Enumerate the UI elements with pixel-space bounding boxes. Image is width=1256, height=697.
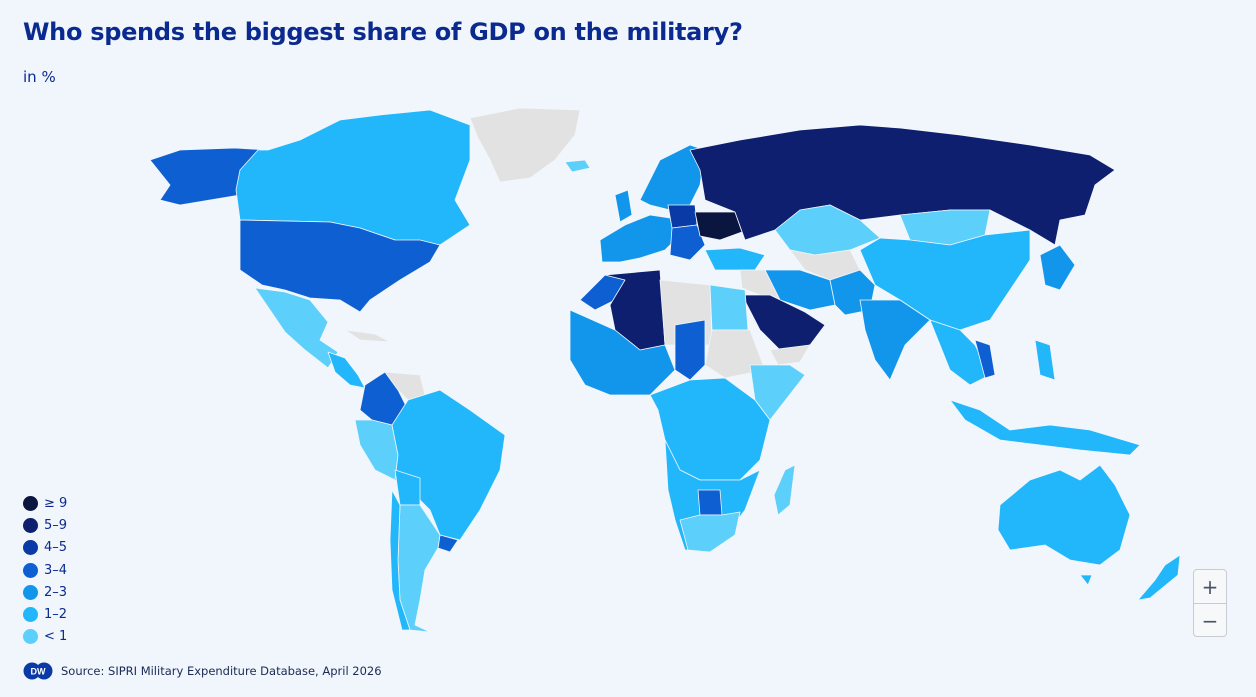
chart-subtitle: in %	[23, 68, 56, 86]
region-west-africa[interactable]	[569, 309, 676, 396]
legend-label: 3–4	[44, 562, 68, 578]
region-ukraine[interactable]	[694, 211, 743, 241]
legend-item: 3–4	[23, 559, 67, 581]
legend-item: 5–9	[23, 514, 67, 536]
legend-swatch	[23, 629, 38, 645]
region-korea-japan[interactable]	[1039, 244, 1076, 291]
legend-swatch	[23, 584, 38, 600]
legend-swatch	[23, 540, 38, 556]
legend-label: 1–2	[44, 607, 68, 623]
region-new-zealand[interactable]	[1137, 554, 1181, 601]
region-indonesia[interactable]	[949, 399, 1141, 456]
region-horn[interactable]	[749, 364, 806, 421]
region-central-america[interactable]	[327, 351, 366, 389]
legend: ≥ 9 5–9 4–5 3–4 2–3 1–2 < 1	[23, 492, 67, 648]
region-poland[interactable]	[667, 204, 698, 229]
source-line: DW Source: SIPRI Military Expenditure Da…	[23, 662, 382, 680]
region-chile[interactable]	[389, 489, 411, 631]
region-iceland[interactable]	[564, 159, 591, 173]
region-yemen[interactable]	[769, 344, 811, 366]
region-uk[interactable]	[614, 189, 633, 223]
legend-swatch	[23, 517, 38, 533]
region-philippines[interactable]	[1034, 339, 1056, 381]
region-india[interactable]	[859, 299, 931, 381]
region-peru[interactable]	[354, 419, 399, 481]
legend-swatch	[23, 607, 38, 623]
legend-swatch	[23, 495, 38, 511]
region-central-africa[interactable]	[649, 377, 771, 481]
legend-label: 5–9	[44, 517, 68, 533]
legend-label: 4–5	[44, 540, 68, 556]
region-saudi-arabia[interactable]	[741, 294, 826, 351]
zoom-in-button[interactable]: +	[1201, 574, 1219, 599]
legend-item: 1–2	[23, 603, 67, 625]
legend-label: ≥ 9	[44, 495, 68, 511]
zoom-out-button[interactable]: −	[1194, 603, 1226, 637]
zoom-controls: + −	[1193, 569, 1227, 637]
chart-title: Who spends the biggest share of GDP on t…	[23, 18, 743, 46]
region-egypt[interactable]	[709, 284, 749, 331]
region-usa[interactable]	[239, 219, 441, 313]
region-australia[interactable]	[997, 464, 1131, 566]
region-scandinavia[interactable]	[639, 144, 706, 211]
region-madagascar[interactable]	[773, 464, 796, 516]
region-turkey[interactable]	[704, 247, 766, 271]
source-text: Source: SIPRI Military Expenditure Datab…	[61, 664, 382, 678]
region-south-africa[interactable]	[679, 511, 741, 553]
legend-item: ≥ 9	[23, 492, 67, 514]
svg-text:DW: DW	[31, 667, 46, 677]
region-cuba[interactable]	[344, 329, 391, 343]
region-mexico[interactable]	[254, 287, 339, 369]
region-southeast-asia[interactable]	[929, 319, 991, 386]
region-tasmania[interactable]	[1079, 574, 1093, 586]
legend-item: 2–3	[23, 581, 67, 603]
legend-label: < 1	[44, 629, 68, 645]
region-russia[interactable]	[689, 124, 1116, 246]
region-west-europe[interactable]	[599, 214, 681, 263]
region-greenland[interactable]	[469, 107, 581, 183]
region-east-europe[interactable]	[669, 224, 706, 261]
legend-label: 2–3	[44, 584, 68, 600]
dw-logo-icon: DW	[23, 662, 53, 680]
region-chad[interactable]	[674, 319, 706, 381]
legend-swatch	[23, 562, 38, 578]
region-vietnam[interactable]	[974, 339, 996, 379]
legend-item: 4–5	[23, 537, 67, 559]
region-botswana[interactable]	[697, 489, 723, 516]
legend-item: < 1	[23, 626, 67, 648]
